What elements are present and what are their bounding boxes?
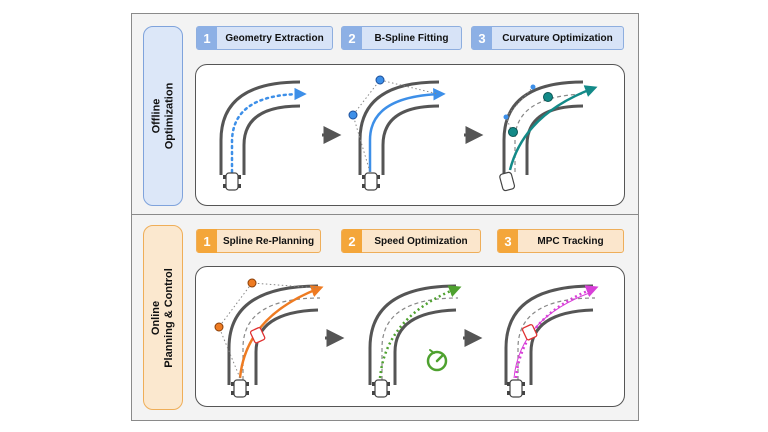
timer-icon [426, 349, 448, 372]
car-icon [231, 379, 249, 398]
reference-path [242, 297, 321, 380]
original-control-point [530, 84, 536, 90]
step-label: MPC Tracking [537, 235, 604, 247]
b-spline-path [368, 87, 446, 172]
control-point [375, 75, 385, 85]
car-icon [223, 172, 241, 191]
online-section-label: Online Planning & Control [143, 225, 183, 410]
offline-illustration-panel [195, 64, 625, 206]
track-panel-replanning [214, 278, 324, 398]
tracked-path [514, 285, 599, 379]
control-point [348, 110, 358, 120]
track-outer-boundary [368, 284, 457, 385]
obstacle-icon [521, 324, 538, 341]
step-speed-optimization: 2 Speed Optimization [341, 229, 481, 253]
step-number: 3 [472, 26, 492, 50]
centerline-path [230, 87, 307, 174]
offline-section-label: Offline Optimization [143, 26, 183, 206]
control-polygon [218, 282, 319, 379]
track-outer-boundary [227, 284, 319, 385]
control-polygon [352, 79, 439, 173]
track-inner-boundary [393, 308, 457, 385]
step-label: Speed Optimization [374, 235, 468, 247]
optimized-control-point [543, 92, 553, 102]
track-panel-geometry [219, 80, 307, 191]
step-b-spline-fitting: 2 B-Spline Fitting [341, 26, 462, 50]
optimized-control-point [508, 127, 518, 137]
track-inner-boundary [525, 104, 584, 175]
predicted-path [513, 291, 593, 379]
reference-path [381, 297, 459, 380]
step-number: 2 [342, 26, 362, 50]
reference-path [517, 297, 596, 380]
step-curvature-optimization: 3 Curvature Optimization [471, 26, 624, 50]
step-mpc-tracking: 3 MPC Tracking [497, 229, 624, 253]
section-divider [131, 214, 639, 215]
car-icon [362, 172, 380, 191]
step-label: Curvature Optimization [502, 32, 613, 44]
step-label: B-Spline Fitting [374, 32, 449, 44]
step-label: Geometry Extraction [225, 32, 324, 44]
step-number: 1 [197, 229, 217, 253]
track-outer-boundary [504, 284, 594, 385]
track-inner-boundary [529, 308, 594, 385]
step-spline-re-planning: 1 Spline Re-Planning [196, 229, 321, 253]
track-outer-boundary [358, 80, 440, 175]
step-geometry-extraction: 1 Geometry Extraction [196, 26, 333, 50]
step-label: Spline Re-Planning [222, 235, 315, 247]
control-point [214, 322, 224, 332]
track-panel-speed [368, 284, 462, 398]
car-icon [372, 379, 390, 398]
track-inner-boundary [242, 104, 301, 175]
track-outer-boundary [219, 80, 301, 175]
obstacle-icon [249, 327, 266, 344]
track-panel-bspline [348, 75, 446, 191]
track-outer-boundary [502, 80, 584, 175]
replanned-path [238, 285, 324, 379]
track-inner-boundary [254, 308, 319, 385]
control-point [247, 278, 257, 288]
track-panel-curvature [499, 80, 598, 192]
car-icon [499, 171, 516, 192]
original-control-point [503, 114, 509, 120]
track-inner-boundary [381, 104, 440, 175]
track-panel-mpc [504, 284, 599, 398]
optimized-path [508, 85, 598, 171]
step-number: 2 [342, 229, 362, 253]
step-number: 3 [498, 229, 518, 253]
car-icon [507, 379, 525, 398]
step-number: 1 [197, 26, 217, 50]
